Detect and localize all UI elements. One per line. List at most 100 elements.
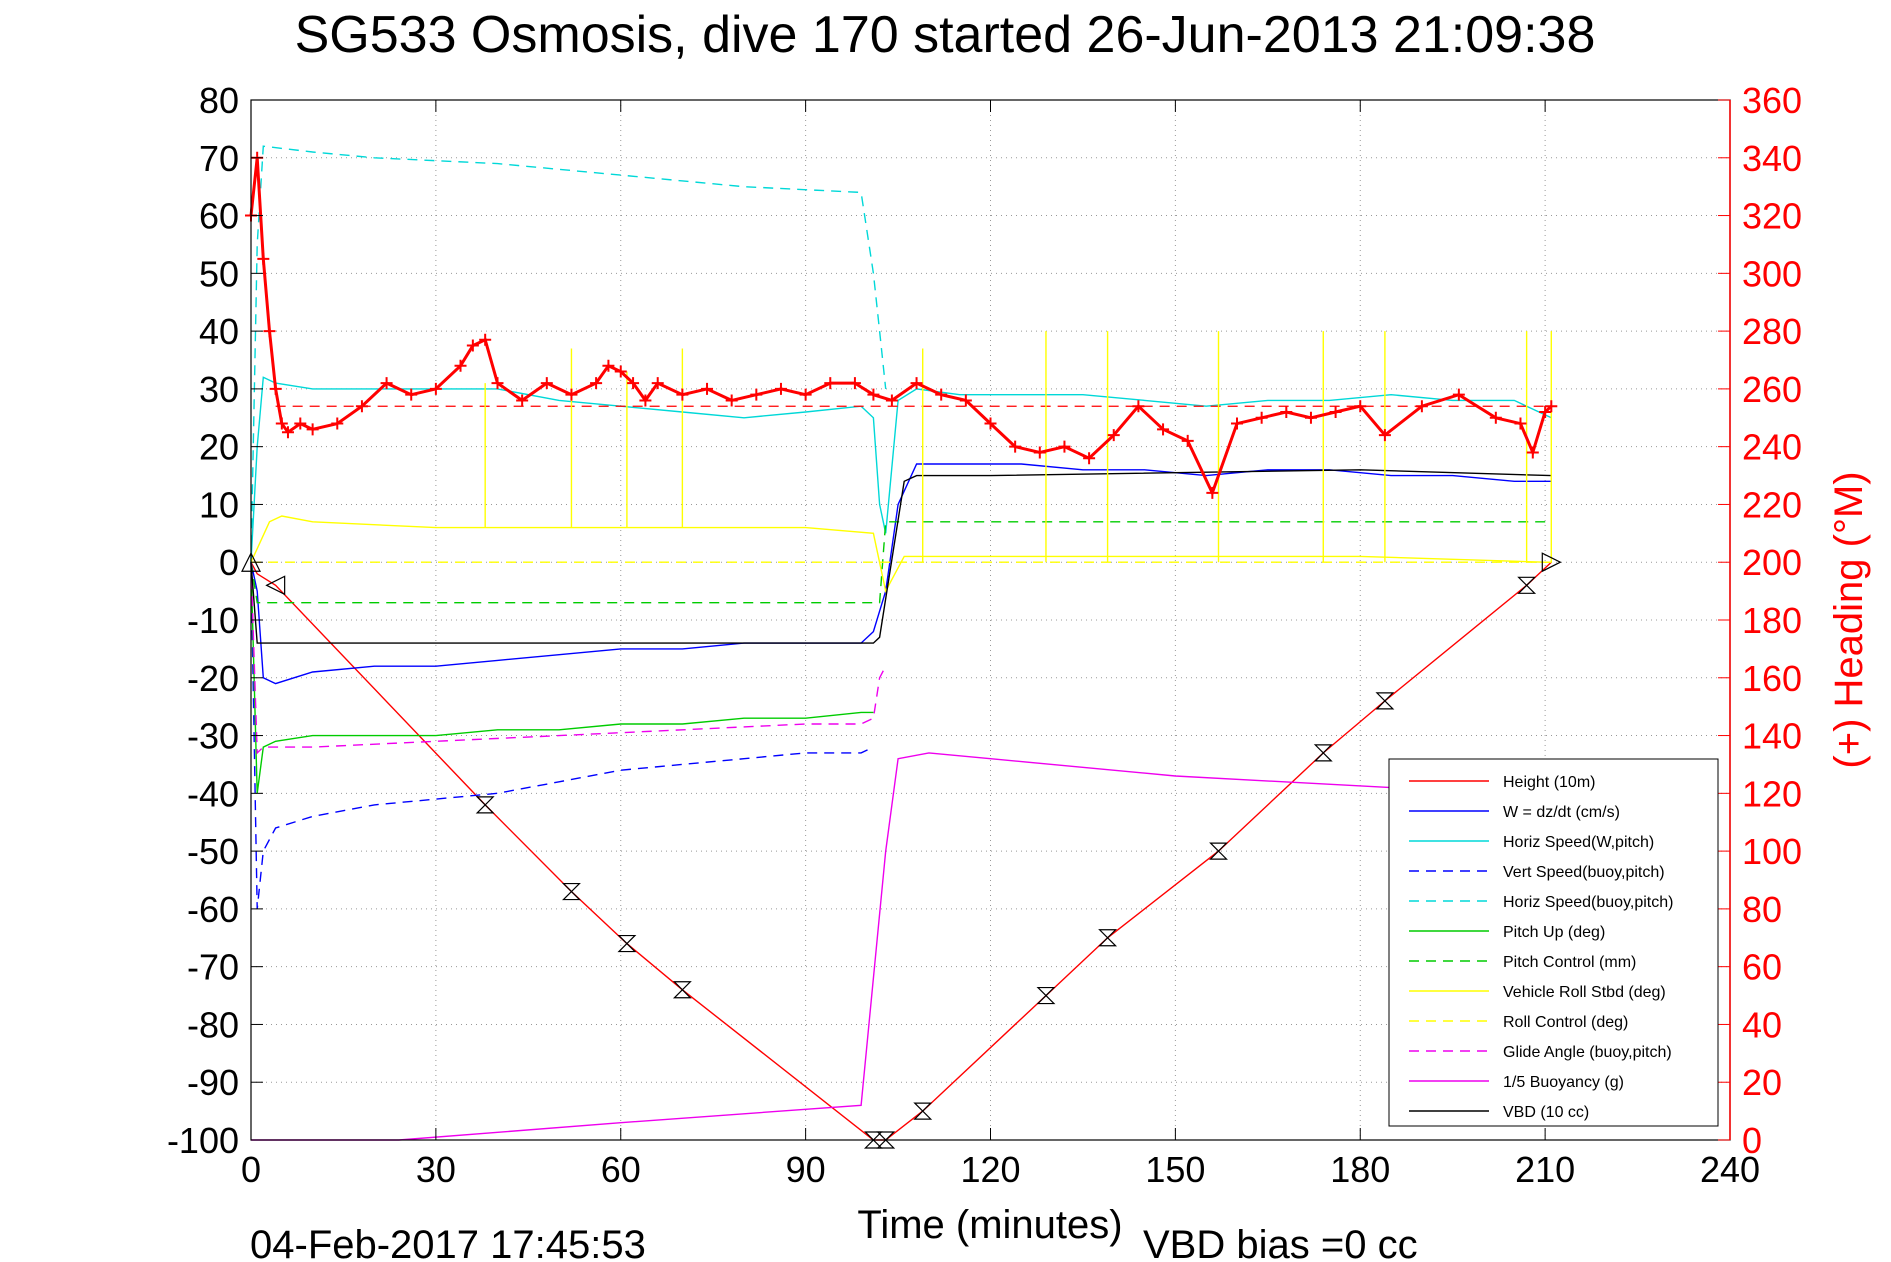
heading-plus-marker [257,252,270,265]
x-tick-label: 210 [1515,1149,1575,1190]
legend-entry-label: Horiz Speed(buoy,pitch) [1503,894,1673,911]
vbd-bias-label: VBD bias =0 cc [1143,1223,1418,1262]
y-left-tick-label: 60 [199,196,239,237]
y-right-tick-label: 180 [1742,600,1802,641]
series-line-horiz-speed-buoy-pitch [250,145,887,563]
y-left-tick-label: 10 [199,484,239,525]
heading-plus-marker [799,388,812,401]
hourglass-marker [672,981,692,999]
heading-plus-marker [491,377,504,390]
heading-plus-marker [885,394,898,407]
heading-plus-marker [294,417,307,430]
y-left-tick-label: -30 [187,716,239,757]
x-tick-label: 90 [786,1149,826,1190]
series-line-vbd-10-cc [250,469,1552,644]
legend-entry-label: W = dz/dt (cm/s) [1503,804,1620,821]
series-line-glide-angle-buoy-pitch [250,562,887,755]
heading-plus-marker [1083,452,1096,465]
heading-plus-marker [1514,417,1527,430]
axes: 0 30 60 90 120 150 180 210 24080706050403020100-… [167,80,1802,1190]
heading-plus-marker [935,388,948,401]
heading-plus-marker [1489,411,1502,424]
y-left-tick-label: -90 [187,1062,239,1103]
timestamp-label: 04-Feb-2017 17:45:53 [250,1223,646,1262]
y-right-tick-label: 140 [1742,716,1802,757]
y-left-tick-label: 0 [219,542,239,583]
legend-box [1388,758,1719,1127]
heading-plus-marker [380,377,393,390]
y-right-tick-label: 240 [1742,427,1802,468]
hourglass-marker [475,796,495,814]
hourglass-marker [863,1131,883,1149]
heading-plus-marker [275,417,288,430]
heading-plus-marker [614,365,627,378]
series-line-w-dz-dt-cm-s [250,463,1552,685]
heading-plus-marker [725,394,738,407]
x-tick-label: 30 [416,1149,456,1190]
legend-entry-label: Pitch Control (mm) [1503,954,1636,971]
heading-plus-marker [306,423,319,436]
y-right-tick-label: 200 [1742,542,1802,583]
series-line-pitch-control-mm [250,521,1552,604]
hourglass-marker [1209,842,1228,860]
heading-plus-marker [639,394,652,407]
y-left-tick-label: -70 [187,947,239,988]
heading-plus-marker [540,377,553,390]
y-left-tick-label: 80 [199,80,239,121]
heading-plus-marker [516,394,529,407]
y-left-tick-label: -40 [187,773,239,814]
heading-plus-marker [466,339,479,352]
x-tick-label: 0 [241,1149,261,1190]
heading-plus-marker [984,417,997,430]
y-left-tick-label: -50 [187,831,239,872]
heading-plus-marker [676,388,689,401]
heading-plus-marker [1157,423,1170,436]
markers [241,151,1562,1149]
heading-plus-marker [281,426,294,439]
y-right-tick-label: 40 [1742,1004,1782,1045]
y-right-tick-label: 0 [1742,1120,1762,1161]
y-right-tick-label: 60 [1742,947,1782,988]
heading-plus-marker [1107,429,1120,442]
chart-title: SG533 Osmosis, dive 170 started 26-Jun-2… [295,6,1596,64]
y-left-tick-label: -100 [167,1120,239,1161]
y-right-tick-label: 100 [1742,831,1802,872]
legend-entry-label: Vehicle Roll Stbd (deg) [1503,984,1666,1001]
heading-trace [249,157,1553,497]
heading-plus-marker [1033,446,1046,459]
heading-plus-marker [1255,411,1268,424]
hourglass-marker [617,934,637,953]
heading-plus-marker [824,377,837,390]
y-left-tick-label: -10 [187,600,239,641]
heading-plus-marker [1378,429,1391,442]
triangle-marker [1541,552,1562,573]
heading-plus-marker [959,394,972,407]
heading-plus-marker [651,377,664,390]
legend-entry-label: Vert Speed(buoy,pitch) [1503,864,1665,881]
heading-plus-marker [405,388,418,401]
heading-plus-marker [1231,417,1243,430]
heading-plus-marker [263,325,276,338]
heading-plus-marker [454,359,467,372]
y-left-tick-label: -20 [187,658,239,699]
legend: Height (10m) W = dz/dt (cm/s) Horiz Speed(… [1388,758,1719,1127]
heading-plus-marker [627,377,640,390]
heading-plus-marker [774,382,787,395]
legend-entry-label: 1/5 Buoyancy (g) [1503,1074,1624,1091]
y-left-tick-label: 40 [199,311,239,352]
series-line-horiz-speed-w-pitch [250,376,1552,563]
legend-entry-label: VBD (10 cc) [1503,1104,1589,1121]
heading-plus-marker [602,359,615,372]
heading-plus-marker [1329,406,1342,418]
series-lines [250,145,1552,1141]
heading-plus-marker [848,377,861,390]
x-tick-label: 120 [960,1149,1020,1190]
y-left-tick-label: -80 [187,1004,239,1045]
y-left-tick-label: 70 [199,138,239,179]
y-right-tick-label: 320 [1742,196,1802,237]
series-line-pitch-up-deg [250,562,874,794]
heading-plus-marker [1280,406,1293,418]
y-right-tick-label: 220 [1742,484,1802,525]
hourglass-marker [913,1102,933,1120]
